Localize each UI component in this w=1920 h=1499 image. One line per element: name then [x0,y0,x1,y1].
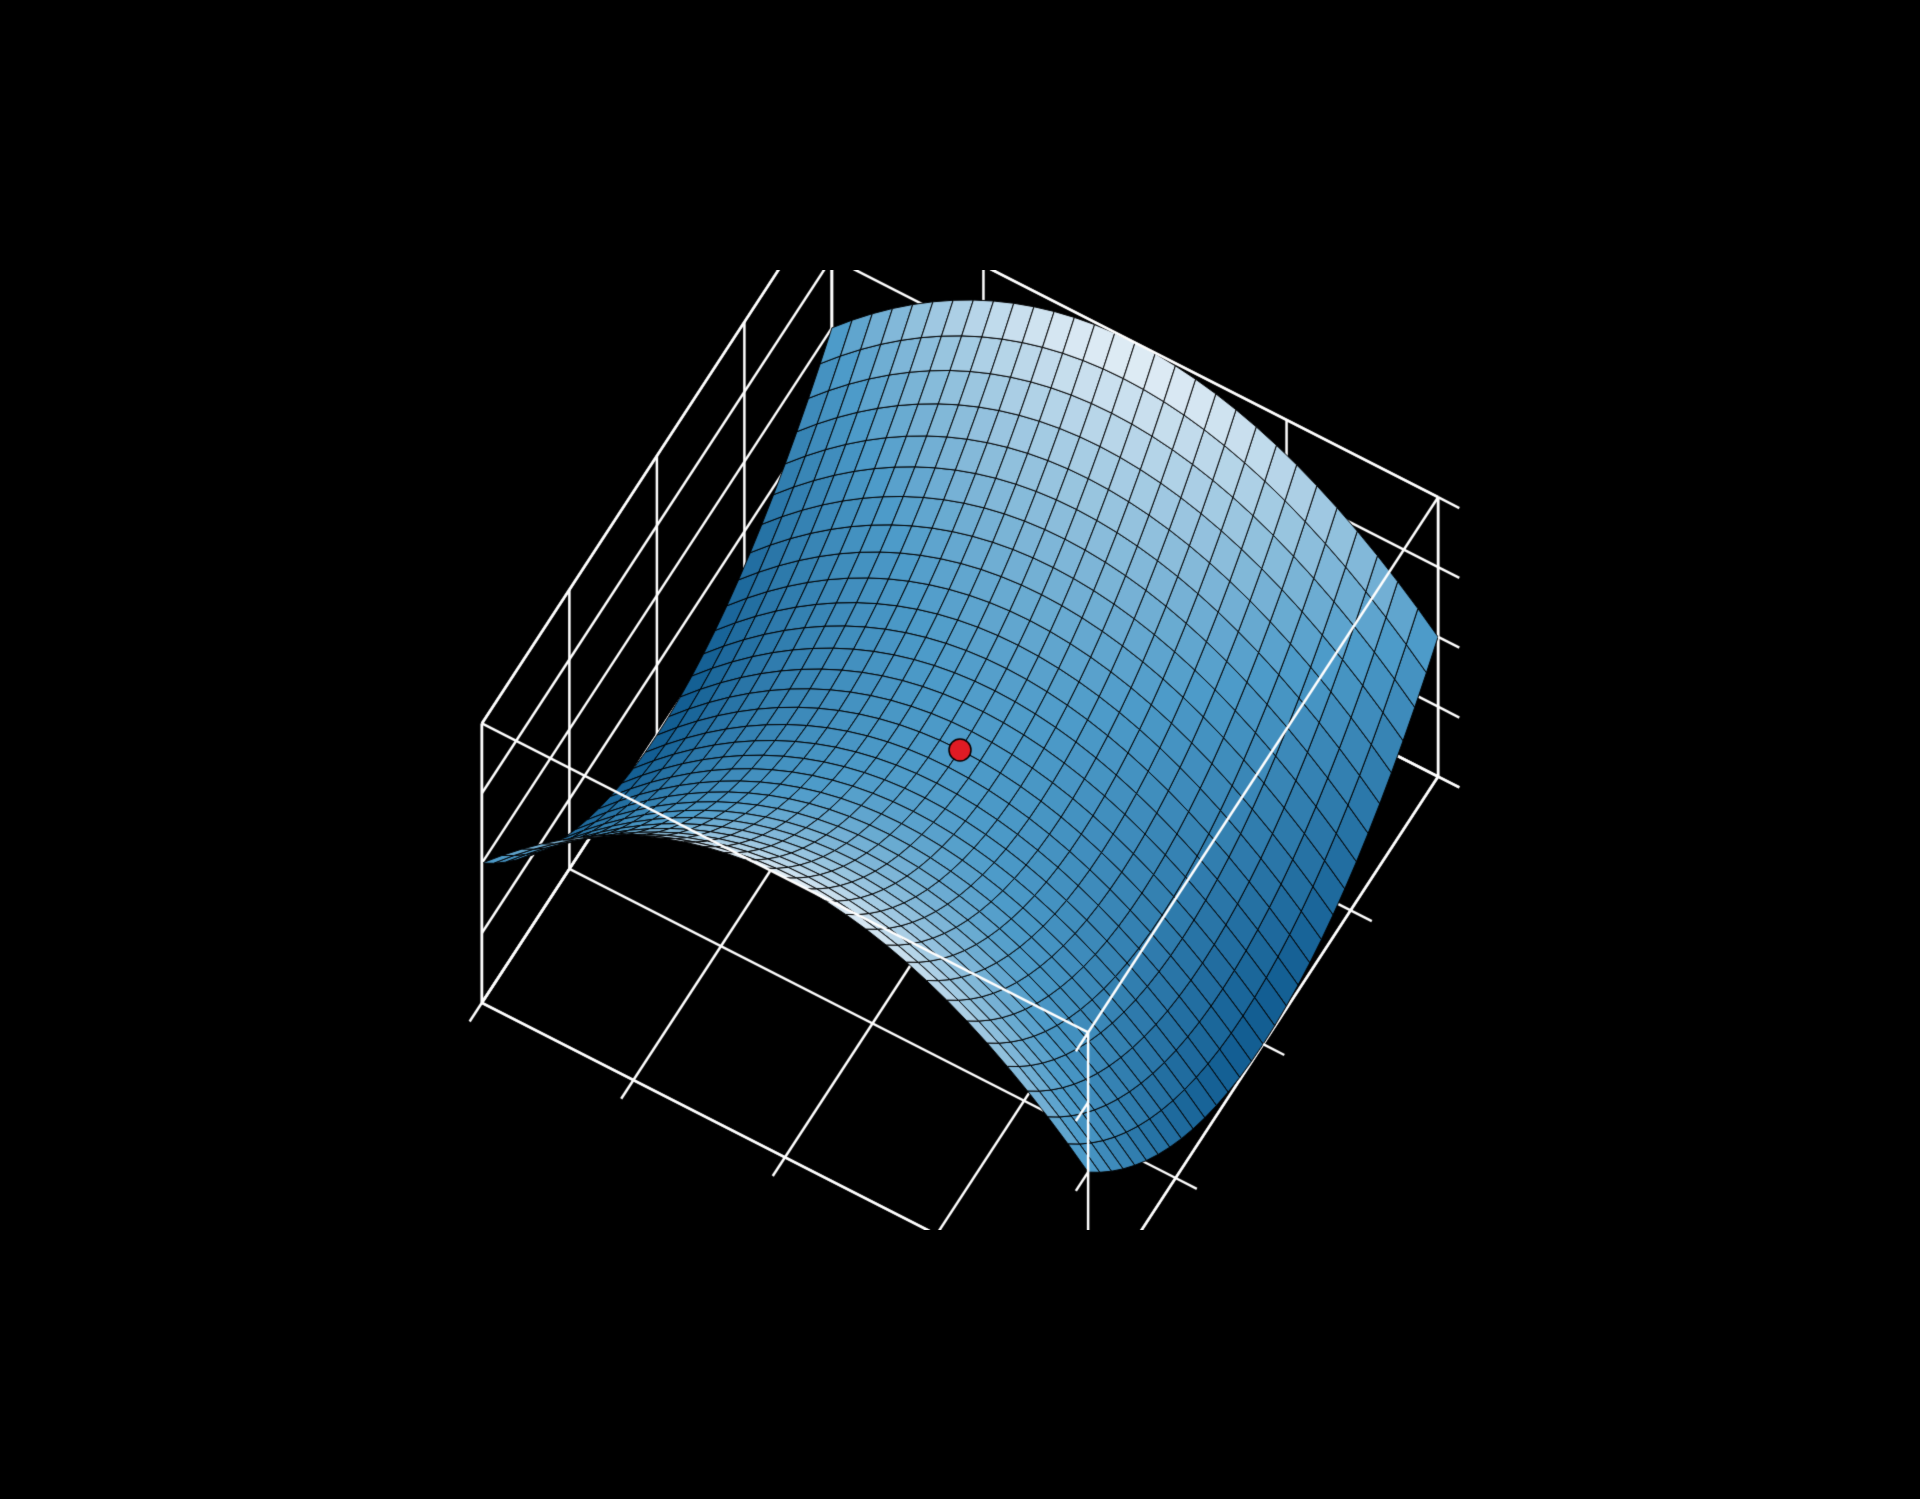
saddle-surface-plot [320,270,1600,1230]
